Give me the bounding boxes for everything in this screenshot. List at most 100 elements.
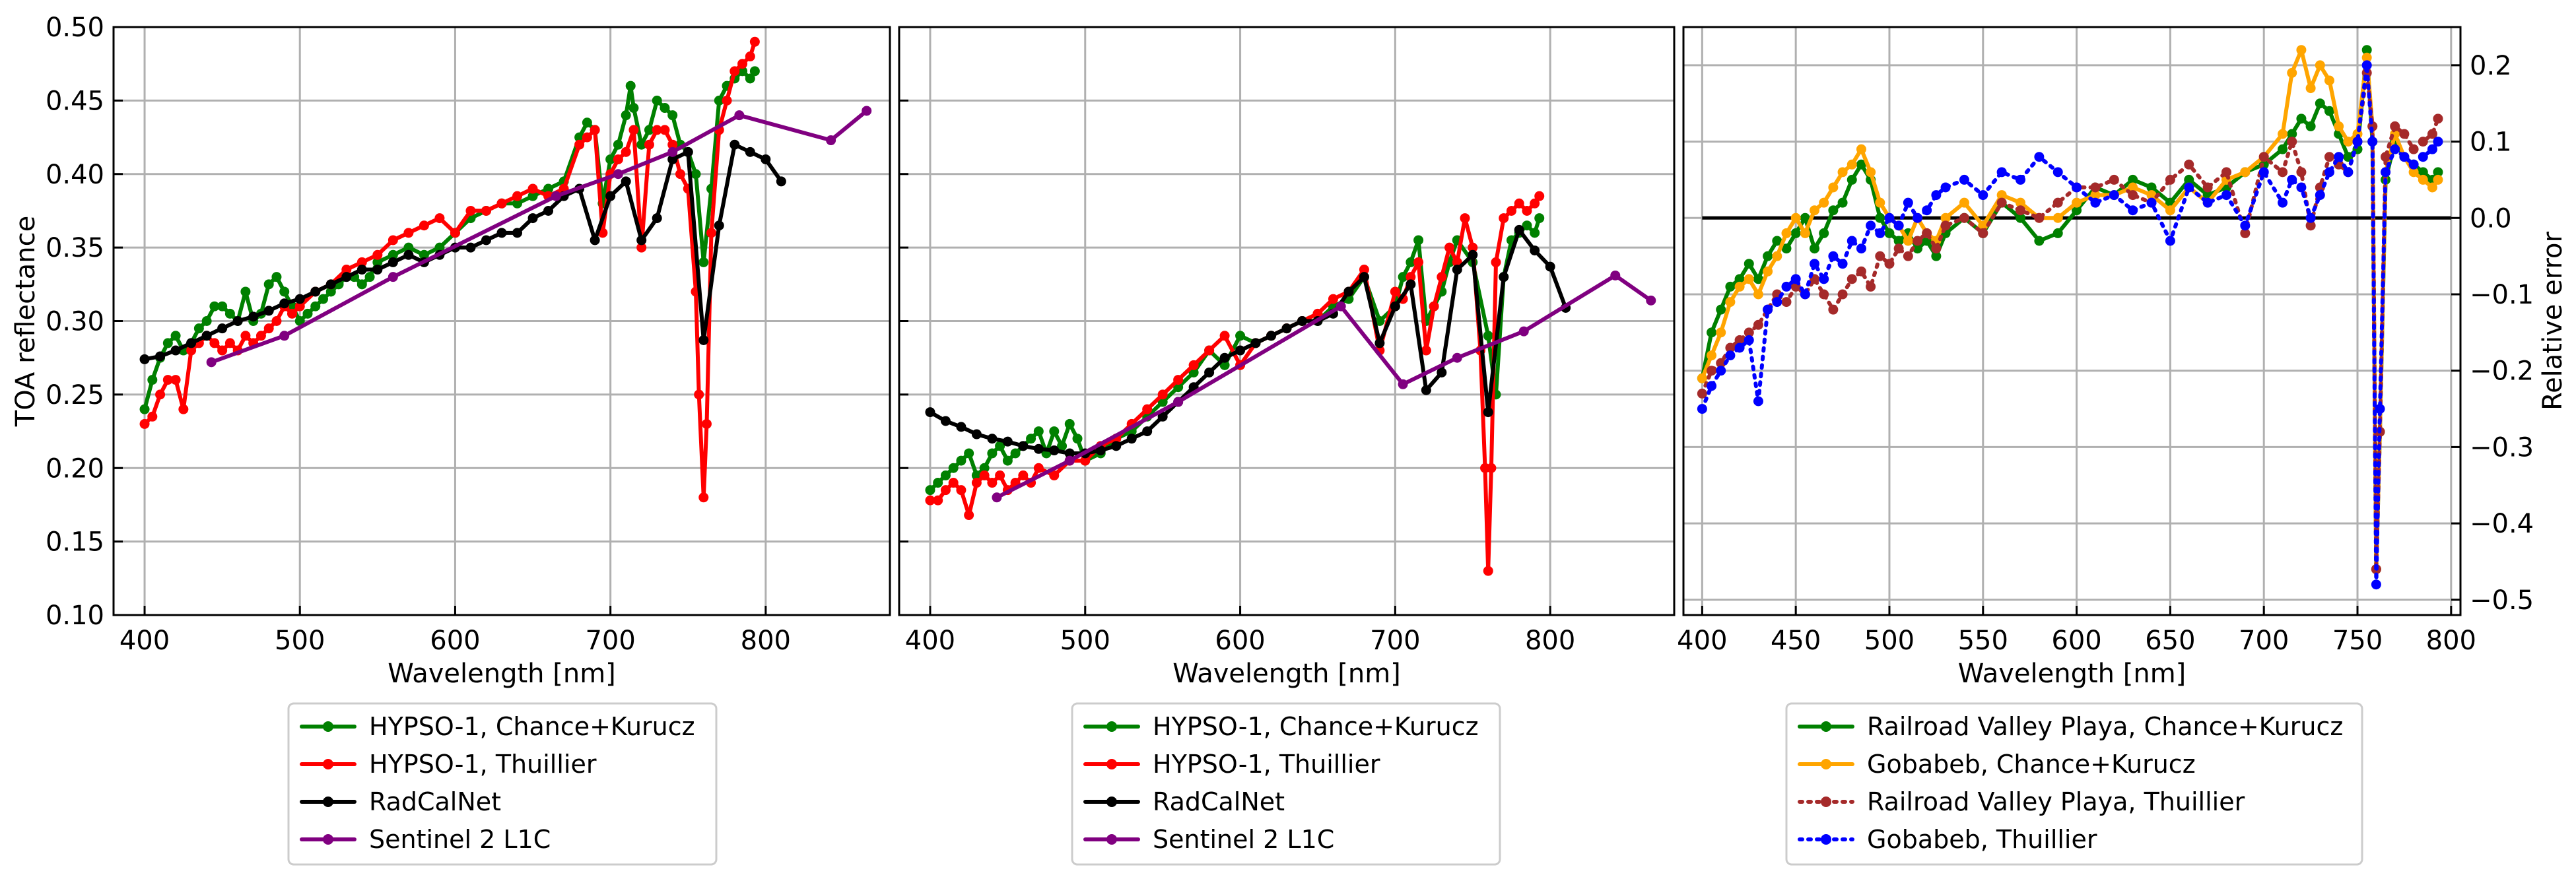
data-point xyxy=(694,389,704,400)
data-point xyxy=(1781,244,1792,254)
data-point xyxy=(279,298,290,309)
data-point xyxy=(419,220,429,231)
data-point xyxy=(543,183,554,194)
x-tick-label: 600 xyxy=(1215,626,1265,656)
y-tick-label: 0.30 xyxy=(46,307,104,337)
data-point xyxy=(1266,331,1277,341)
data-point xyxy=(147,411,158,422)
series-0-0 xyxy=(139,66,760,414)
data-point xyxy=(1828,304,1839,315)
data-point xyxy=(1772,297,1782,308)
data-point xyxy=(636,139,647,150)
data-point xyxy=(2399,152,2410,162)
data-point xyxy=(1374,316,1385,326)
data-point xyxy=(729,139,740,150)
data-point xyxy=(590,235,600,245)
data-point xyxy=(1903,197,1913,208)
data-point xyxy=(217,323,228,334)
data-point xyxy=(2371,579,2381,590)
data-point xyxy=(2034,212,2045,223)
data-point xyxy=(1491,257,1501,267)
data-point xyxy=(1095,445,1106,456)
data-point xyxy=(1819,197,1829,208)
data-point xyxy=(1828,182,1839,193)
data-point xyxy=(1072,434,1083,444)
data-point xyxy=(1734,281,1745,292)
data-point xyxy=(1697,373,1707,383)
data-point xyxy=(1734,342,1745,353)
data-point xyxy=(1875,212,1885,223)
data-point xyxy=(1188,360,1199,370)
data-point xyxy=(714,95,724,106)
series-line xyxy=(1700,48,2440,571)
data-point xyxy=(248,311,259,322)
data-point xyxy=(2278,129,2288,139)
data-point xyxy=(1763,266,1773,277)
legend-marker xyxy=(1106,759,1117,769)
data-point xyxy=(206,357,217,368)
data-point xyxy=(155,389,166,400)
data-point xyxy=(1126,434,1137,444)
data-point xyxy=(2324,106,2334,116)
data-point xyxy=(1483,407,1493,418)
data-point xyxy=(255,331,266,341)
data-point xyxy=(186,338,197,348)
series-2-2 xyxy=(1697,67,2443,575)
data-point xyxy=(698,335,709,345)
data-point xyxy=(2305,212,2316,223)
data-point xyxy=(1837,167,1848,178)
data-point xyxy=(628,103,639,114)
data-point xyxy=(2128,190,2138,201)
data-point xyxy=(1049,445,1060,456)
data-point xyxy=(621,110,631,121)
data-point xyxy=(2052,228,2063,238)
data-point xyxy=(613,169,623,179)
series-2-0 xyxy=(1697,45,2443,575)
data-point xyxy=(1847,174,1857,185)
data-point xyxy=(675,169,685,179)
data-point xyxy=(302,308,313,319)
series-1-2 xyxy=(925,224,1571,459)
data-point xyxy=(652,213,662,224)
data-point xyxy=(761,154,771,164)
legend-marker xyxy=(1106,797,1117,807)
data-point xyxy=(2109,190,2119,201)
x-tick-label: 800 xyxy=(1525,626,1575,656)
data-point xyxy=(1790,228,1801,238)
series-1-1 xyxy=(925,191,1545,576)
data-point xyxy=(2090,182,2101,193)
data-point xyxy=(201,331,212,341)
data-point xyxy=(1033,463,1044,473)
data-point xyxy=(1204,345,1215,356)
data-point xyxy=(1514,224,1524,235)
data-point xyxy=(2016,197,2026,208)
series-line xyxy=(209,109,869,364)
data-point xyxy=(232,316,243,326)
legend-label: HYPSO-1, Chance+Kurucz xyxy=(1153,712,1479,741)
data-point xyxy=(217,345,228,356)
data-point xyxy=(1142,426,1153,437)
data-point xyxy=(1002,436,1013,447)
data-point xyxy=(714,220,724,231)
data-point xyxy=(434,242,445,253)
data-point xyxy=(652,125,662,135)
data-point xyxy=(1421,385,1431,395)
data-point xyxy=(1856,159,1866,170)
data-point xyxy=(1875,197,1885,208)
data-point xyxy=(1530,198,1540,209)
data-point xyxy=(139,418,150,429)
data-point xyxy=(139,354,150,364)
data-point xyxy=(979,463,990,473)
data-point xyxy=(2408,144,2419,154)
legend-label: Sentinel 2 L1C xyxy=(369,825,551,854)
data-point xyxy=(364,272,375,282)
series-line xyxy=(1700,48,2440,571)
data-point xyxy=(1157,411,1168,422)
data-point xyxy=(1716,304,1726,315)
data-point xyxy=(590,125,600,135)
data-point xyxy=(2418,137,2428,147)
data-point xyxy=(2367,137,2378,147)
data-point xyxy=(2090,190,2101,201)
data-point xyxy=(1707,327,1717,338)
data-point xyxy=(2072,197,2082,208)
